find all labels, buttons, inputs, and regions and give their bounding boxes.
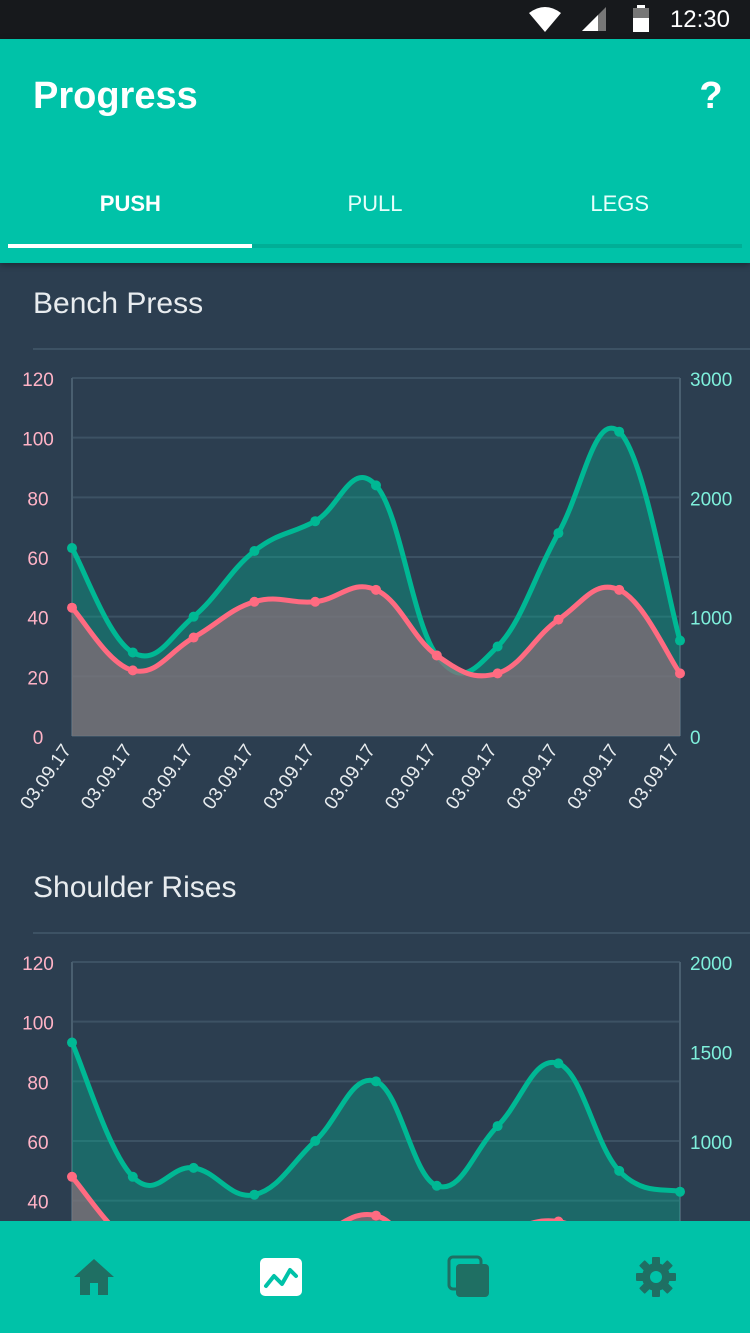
left-tick-label: 40 xyxy=(27,609,48,630)
left-tick-label: 120 xyxy=(22,954,54,975)
data-point[interactable] xyxy=(127,1171,138,1182)
data-point[interactable] xyxy=(249,546,260,557)
data-point[interactable] xyxy=(553,1058,564,1069)
data-point[interactable] xyxy=(67,602,77,613)
data-point[interactable] xyxy=(188,632,199,643)
left-tick-label: 40 xyxy=(27,1193,48,1214)
right-tick-label: 2000 xyxy=(690,954,732,975)
gear-icon xyxy=(636,1257,677,1297)
data-point[interactable] xyxy=(431,650,442,661)
left-tick-label: 120 xyxy=(22,370,54,391)
tab-bar: PUSH PULL LEGS xyxy=(8,179,742,249)
x-tick-label: 03.09.17 xyxy=(381,741,441,814)
data-point[interactable] xyxy=(310,516,321,527)
data-point[interactable] xyxy=(614,584,625,595)
data-point[interactable] xyxy=(249,1189,260,1200)
nav-exercises[interactable] xyxy=(375,1221,563,1333)
chart-divider xyxy=(33,348,750,350)
page-title: Progress xyxy=(33,75,198,117)
chart-title-shoulder-rises: Shoulder Rises xyxy=(33,871,237,904)
right-tick-label: 0 xyxy=(690,728,701,749)
series-area xyxy=(72,1042,680,1221)
tab-indicator xyxy=(8,244,252,248)
left-tick-label: 100 xyxy=(22,430,54,451)
data-point[interactable] xyxy=(188,611,199,622)
chart-title-bench-press: Bench Press xyxy=(33,287,204,320)
content-area[interactable]: Bench Press 0 20 40 60 80 100 120 0 1000 2000 3000… xyxy=(0,263,750,1221)
data-point[interactable] xyxy=(67,1171,77,1182)
series-line xyxy=(70,584,683,679)
data-point[interactable] xyxy=(188,1162,199,1173)
right-tick-label: 3000 xyxy=(690,370,732,391)
data-point[interactable] xyxy=(127,647,138,658)
shoulder-rises-chart: 0204060801001200500100015002000 xyxy=(22,954,732,1221)
data-point[interactable] xyxy=(371,584,381,595)
x-tick-label: 03.09.17 xyxy=(138,741,198,814)
battery-icon xyxy=(633,5,649,32)
x-tick-label: 03.09.17 xyxy=(624,741,684,814)
x-tick-label: 03.09.17 xyxy=(564,741,624,814)
chart-icon xyxy=(260,1258,303,1296)
data-point[interactable] xyxy=(553,614,564,625)
left-tick-label: 100 xyxy=(22,1014,54,1035)
data-point[interactable] xyxy=(614,426,625,437)
left-tick-label: 60 xyxy=(27,1133,48,1154)
right-tick-label: 1500 xyxy=(690,1044,732,1065)
x-tick-label: 03.09.17 xyxy=(77,741,137,814)
series-line xyxy=(69,425,683,676)
data-point[interactable] xyxy=(310,596,321,607)
data-point[interactable] xyxy=(431,1180,442,1191)
data-point[interactable] xyxy=(371,480,381,491)
data-point[interactable] xyxy=(371,1076,381,1087)
nav-settings[interactable] xyxy=(563,1221,750,1333)
data-point[interactable] xyxy=(492,668,503,679)
right-tick-label: 1000 xyxy=(690,1133,732,1154)
bottom-nav xyxy=(0,1221,750,1333)
data-point[interactable] xyxy=(67,543,77,554)
right-tick-label: 2000 xyxy=(690,489,732,510)
right-tick-label: 1000 xyxy=(690,609,732,630)
x-tick-label: 03.09.17 xyxy=(199,741,259,814)
status-bar: 12:30 xyxy=(0,0,750,39)
left-tick-label: 0 xyxy=(33,728,44,749)
x-tick-label: 03.09.17 xyxy=(260,741,320,814)
data-point[interactable] xyxy=(310,1136,321,1146)
tab-legs[interactable]: LEGS xyxy=(590,191,650,216)
data-point[interactable] xyxy=(492,641,503,652)
app-bar: Progress ? PUSH PULL LEGS xyxy=(0,39,750,263)
data-point[interactable] xyxy=(614,1165,625,1176)
tab-track xyxy=(8,244,742,248)
tab-pull[interactable]: PULL xyxy=(347,191,403,216)
x-tick-label: 03.09.17 xyxy=(16,741,76,814)
data-point[interactable] xyxy=(127,665,138,676)
tab-push[interactable]: PUSH xyxy=(99,191,161,216)
left-tick-label: 80 xyxy=(27,1073,48,1094)
data-point[interactable] xyxy=(371,1210,381,1221)
left-tick-label: 20 xyxy=(27,668,48,689)
left-tick-label: 80 xyxy=(27,489,48,510)
nav-home[interactable] xyxy=(0,1221,188,1333)
data-point[interactable] xyxy=(553,528,564,539)
data-point[interactable] xyxy=(675,635,685,646)
data-point[interactable] xyxy=(553,1216,564,1221)
data-point[interactable] xyxy=(675,668,685,679)
chart-divider xyxy=(33,932,750,934)
data-point[interactable] xyxy=(675,1186,685,1197)
x-tick-label: 03.09.17 xyxy=(442,741,502,814)
data-point[interactable] xyxy=(492,1121,503,1132)
data-point[interactable] xyxy=(249,596,260,607)
left-tick-label: 60 xyxy=(27,549,48,570)
clock: 12:30 xyxy=(669,6,730,33)
wifi-icon xyxy=(529,7,561,32)
x-tick-label: 03.09.17 xyxy=(320,741,380,814)
series-area xyxy=(72,586,680,736)
signal-icon xyxy=(582,7,606,31)
data-point[interactable] xyxy=(67,1037,77,1048)
layers-icon xyxy=(447,1255,489,1297)
home-icon xyxy=(73,1259,114,1295)
help-button[interactable]: ? xyxy=(699,75,723,117)
x-tick-label: 03.09.17 xyxy=(503,741,563,814)
nav-progress[interactable] xyxy=(188,1221,376,1333)
